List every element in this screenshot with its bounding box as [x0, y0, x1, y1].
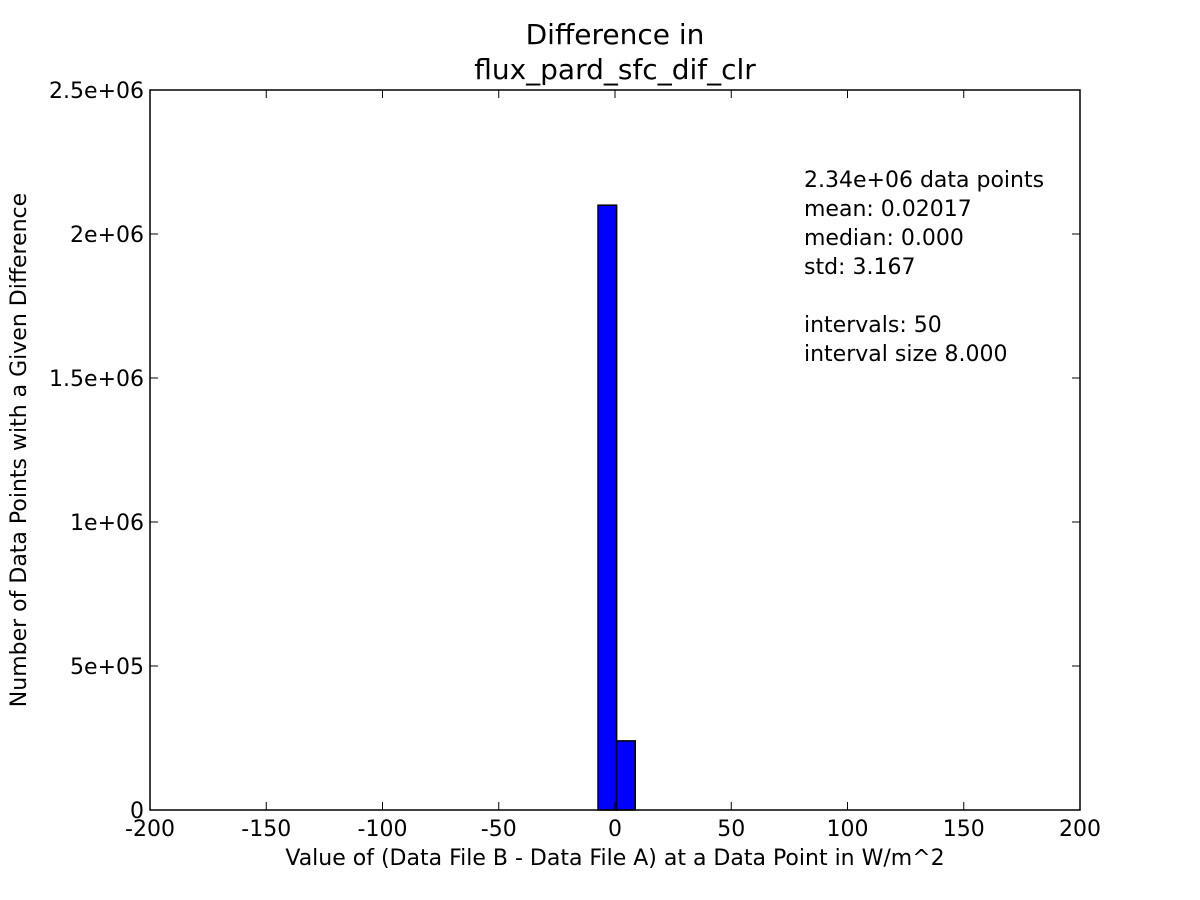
y-tick-label: 1e+06	[70, 511, 144, 536]
histogram-bar	[597, 204, 618, 811]
histogram-bar	[615, 740, 636, 811]
chart-title-line-1: Difference in	[526, 18, 705, 51]
x-tick-label: -50	[481, 817, 517, 842]
y-tick-label: 0	[130, 799, 144, 824]
x-tick-label: 150	[943, 817, 985, 842]
plot-frame	[149, 89, 1081, 811]
stats-line: mean: 0.02017	[804, 197, 972, 222]
y-tick-label: 5e+05	[70, 655, 144, 680]
x-tick-label: 0	[608, 817, 622, 842]
y-tick-label: 1.5e+06	[49, 367, 144, 392]
x-axis-label: Value of (Data File B - Data File A) at …	[285, 846, 944, 871]
stats-line: interval size 8.000	[804, 342, 1008, 367]
stats-line: intervals: 50	[804, 313, 942, 338]
chart-title-line-2: flux_pard_sfc_dif_clr	[474, 53, 756, 86]
stats-line: 2.34e+06 data points	[804, 168, 1044, 193]
x-tick-label: -150	[241, 817, 291, 842]
y-tick-label: 2.5e+06	[49, 79, 144, 104]
y-tick-label: 2e+06	[70, 223, 144, 248]
x-tick-label: 200	[1059, 817, 1101, 842]
ticks-group: -200 -150 -100 -50 0 50 100 150 200 0 5e+05 1e+06 1.…	[49, 79, 1101, 842]
stats-line: std: 3.167	[804, 255, 915, 280]
x-tick-label: -100	[358, 817, 408, 842]
y-axis-label: Number of Data Points with a Given Diffe…	[7, 193, 32, 707]
x-tick-label: 50	[717, 817, 745, 842]
x-tick-label: 100	[827, 817, 869, 842]
bars-group	[597, 204, 636, 811]
x-tick-label: -200	[125, 817, 175, 842]
stats-line: median: 0.000	[804, 226, 964, 251]
stats-annotation: 2.34e+06 data points mean: 0.02017 median:…	[804, 168, 1044, 367]
